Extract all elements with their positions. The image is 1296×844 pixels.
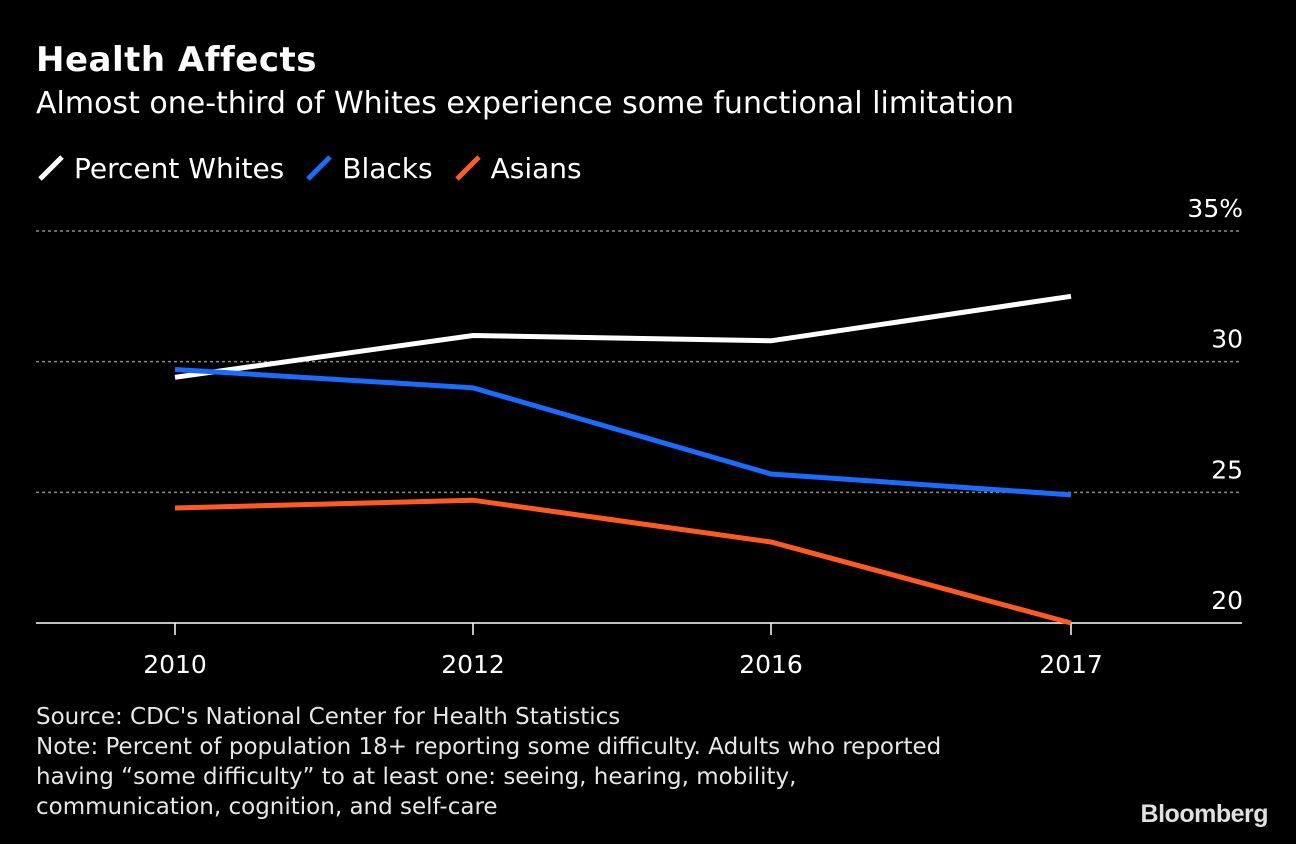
gridlines — [36, 230, 1242, 494]
source-note: Source: CDC's National Center for Health… — [36, 704, 621, 730]
legend-label-whites: Percent Whites — [74, 151, 285, 185]
legend-swatch-asians — [454, 155, 481, 181]
footnotes: Source: CDC's National Center for Health… — [36, 702, 1036, 822]
chart-title: Health Affects — [36, 40, 318, 80]
y-tick-label-35: 35% — [1187, 194, 1243, 223]
series-line-percent-whites — [174, 293, 1072, 380]
series-lines — [174, 293, 1072, 626]
line-chart: 20 25 30 35% 2010 2012 2016 2017 — [36, 194, 1243, 679]
x-tick-label-2010: 2010 — [143, 650, 207, 679]
x-axis: 2010 2012 2016 2017 — [36, 622, 1242, 679]
legend-swatch-line-asians — [454, 155, 481, 181]
legend-swatch-whites — [38, 155, 64, 181]
x-tick-label-2012: 2012 — [441, 650, 505, 679]
legend-swatch-line-whites — [38, 155, 64, 181]
y-tick-label-20: 20 — [1211, 586, 1243, 615]
chart-subtitle: Almost one-third of Whites experience so… — [36, 86, 1015, 121]
bloomberg-logo: Bloomberg — [1140, 800, 1269, 828]
legend-item-blacks: Blacks — [304, 151, 433, 185]
legend-label-blacks: Blacks — [342, 151, 433, 185]
x-tick-label-2017: 2017 — [1039, 650, 1103, 679]
note-line-2: having “some difficulty” to at least one… — [36, 764, 797, 790]
legend-item-whites: Percent Whites — [36, 152, 284, 185]
x-tick-label-2016: 2016 — [739, 650, 803, 679]
y-tick-label-25: 25 — [1211, 455, 1243, 484]
legend: Percent Whites Blacks Asians — [36, 150, 602, 186]
series-line-asians — [174, 497, 1072, 626]
legend-swatch-blacks — [306, 155, 333, 181]
y-axis-labels: 20 25 30 35% — [1187, 194, 1243, 615]
note-line-1: Note: Percent of population 18+ reportin… — [36, 734, 942, 760]
note-line-3: communication, cognition, and self-care — [36, 794, 498, 820]
legend-label-asians: Asians — [490, 151, 582, 185]
y-tick-label-30: 30 — [1211, 325, 1243, 354]
series-line-blacks — [174, 367, 1072, 498]
legend-item-asians: Asians — [453, 152, 582, 185]
legend-swatch-line-blacks — [306, 155, 333, 181]
